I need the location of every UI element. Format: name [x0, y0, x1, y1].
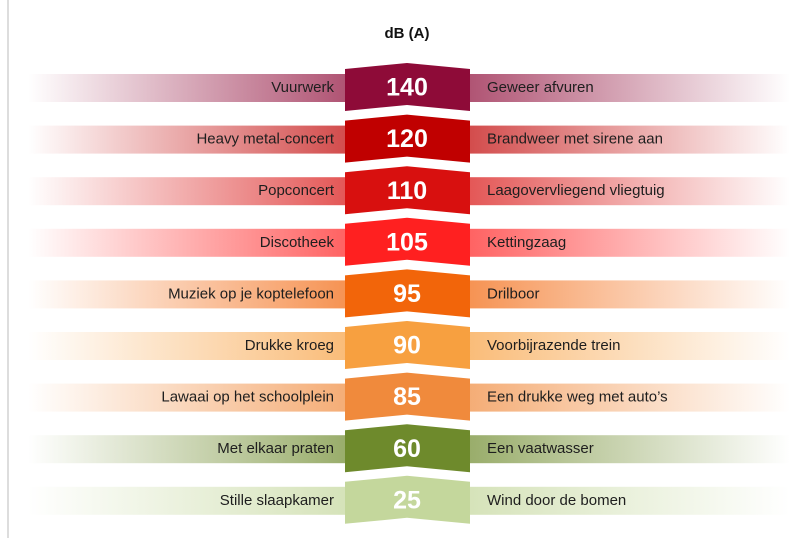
level-block — [345, 269, 470, 318]
level-value: 140 — [386, 74, 428, 102]
right-band — [470, 74, 790, 102]
right-band — [470, 280, 790, 309]
right-label: Laagovervliegend vliegtuig — [487, 182, 665, 199]
right-band — [470, 177, 790, 206]
level-block — [345, 166, 470, 215]
left-band — [28, 177, 345, 206]
left-label: Lawaai op het schoolplein — [161, 389, 334, 406]
left-label: Heavy metal-concert — [196, 131, 334, 148]
right-label: Brandweer met sirene aan — [487, 131, 663, 148]
level-block — [345, 114, 470, 163]
right-band — [470, 332, 790, 360]
left-label: Vuurwerk — [271, 79, 334, 96]
level-value: 110 — [387, 177, 427, 205]
right-label: Wind door de bomen — [487, 492, 626, 509]
right-band — [470, 435, 790, 464]
right-band — [470, 383, 790, 412]
level-value: 60 — [393, 435, 421, 463]
left-band — [28, 486, 345, 515]
right-band — [470, 486, 790, 515]
level-value: 120 — [386, 125, 428, 153]
title: dB (A) — [385, 25, 430, 42]
left-band — [28, 383, 345, 412]
left-band — [28, 228, 345, 257]
level-block — [345, 424, 470, 473]
right-band — [470, 125, 790, 154]
left-band — [28, 125, 345, 154]
level-block — [345, 372, 470, 421]
left-band — [28, 74, 345, 102]
right-label: Kettingzaag — [487, 234, 566, 251]
right-band — [470, 228, 790, 257]
left-label: Met elkaar praten — [217, 440, 334, 457]
level-block — [345, 217, 470, 266]
level-block — [345, 63, 470, 111]
level-value: 85 — [393, 383, 421, 411]
level-block — [345, 475, 470, 524]
left-label: Muziek op je koptelefoon — [168, 285, 334, 302]
level-value: 95 — [393, 280, 421, 308]
left-band — [28, 280, 345, 309]
right-label: Voorbijrazende trein — [487, 337, 620, 354]
right-label: Een drukke weg met auto’s — [487, 389, 668, 406]
level-value: 90 — [393, 332, 421, 360]
left-label: Stille slaapkamer — [220, 492, 334, 509]
left-label: Discotheek — [260, 234, 335, 251]
right-label: Geweer afvuren — [487, 79, 594, 96]
right-label: Een vaatwasser — [487, 440, 594, 457]
left-label: Drukke kroeg — [245, 337, 334, 354]
left-label: Popconcert — [258, 182, 335, 199]
left-band — [28, 435, 345, 464]
level-block — [345, 321, 470, 369]
level-value: 25 — [393, 486, 421, 514]
right-label: Drilboor — [487, 285, 540, 302]
left-band — [28, 332, 345, 360]
level-value: 105 — [386, 228, 428, 256]
